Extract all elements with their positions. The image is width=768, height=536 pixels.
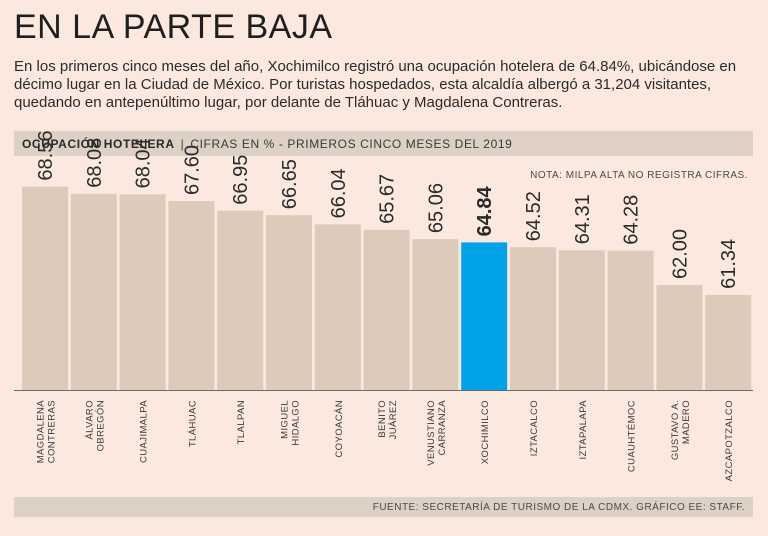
category-label-7: BENITO JUÁREZ (377, 400, 399, 439)
svg-text:AZCAPOTZALCO: AZCAPOTZALCO (724, 400, 735, 481)
value-label-8: 65.06 (425, 183, 447, 233)
bar-9 (461, 242, 508, 390)
value-label-4: 66.95 (230, 155, 252, 205)
category-label-14: AZCAPOTZALCO (724, 400, 735, 481)
svg-text:ÁLVARO: ÁLVARO (84, 400, 95, 440)
chart-header-separator: | (180, 136, 185, 151)
category-label-5: MIGUEL HIDALGO (280, 400, 302, 446)
category-label-2: CUAJIMALPA (139, 400, 150, 463)
category-label-9: XOCHIMILCO (480, 400, 491, 464)
bar-3 (168, 201, 215, 390)
svg-text:CUAUHTÉMOC: CUAUHTÉMOC (627, 400, 638, 472)
value-label-10: 64.52 (523, 191, 545, 241)
svg-text:COYOACÁN: COYOACÁN (334, 400, 345, 458)
category-label-8: VENUSTIANO CARRANZA (426, 400, 448, 466)
value-label-3: 67.60 (181, 145, 203, 195)
svg-text:MIGUEL: MIGUEL (280, 400, 291, 439)
value-label-2: 68.04 (133, 138, 155, 188)
svg-text:OBREGÓN: OBREGÓN (95, 400, 106, 451)
bar-1 (70, 193, 117, 390)
value-label-12: 64.28 (621, 195, 643, 245)
bar-14 (705, 294, 752, 390)
bar-6 (314, 224, 361, 390)
chart-title: OCUPACIÓN HOTELERA (22, 136, 175, 151)
svg-text:JUÁREZ: JUÁREZ (388, 400, 399, 439)
value-label-6: 66.04 (328, 168, 350, 218)
svg-text:MAGDALENA: MAGDALENA (36, 400, 47, 464)
svg-text:XOCHIMILCO: XOCHIMILCO (480, 400, 491, 464)
page-title: EN LA PARTE BAJA (14, 8, 333, 46)
value-label-7: 65.67 (377, 174, 399, 224)
value-label-11: 64.31 (572, 194, 594, 244)
category-label-6: COYOACÁN (334, 400, 345, 458)
bar-10 (510, 247, 556, 390)
svg-text:BENITO: BENITO (377, 400, 388, 438)
svg-text:IZTACALCO: IZTACALCO (529, 400, 540, 456)
svg-text:CARRANZA: CARRANZA (437, 400, 448, 456)
value-label-14: 61.34 (718, 239, 740, 289)
svg-text:IZTAPALAPA: IZTAPALAPA (578, 400, 589, 460)
category-label-10: IZTACALCO (529, 400, 540, 456)
svg-text:TLALPAN: TLALPAN (236, 400, 247, 444)
svg-text:CUAJIMALPA: CUAJIMALPA (139, 400, 150, 463)
bar-11 (558, 250, 605, 390)
value-label-13: 62.00 (669, 229, 691, 279)
svg-text:CONTRERAS: CONTRERAS (47, 400, 58, 463)
category-label-12: CUAUHTÉMOC (627, 400, 638, 472)
bar-2 (119, 194, 166, 390)
category-label-0: MAGDALENA CONTRERAS (36, 400, 58, 464)
category-label-3: TLÁHUAC (187, 400, 198, 447)
bar-4 (217, 210, 264, 390)
bar-13 (656, 285, 703, 390)
bar-12 (607, 250, 654, 390)
value-label-9: 64.84 (474, 185, 496, 236)
category-label-4: TLALPAN (236, 400, 247, 444)
svg-text:HIDALGO: HIDALGO (291, 400, 302, 446)
intro-paragraph: En los primeros cinco meses del año, Xoc… (14, 58, 737, 111)
category-label-1: ÁLVARO OBREGÓN (84, 400, 106, 451)
bar-8 (412, 239, 459, 390)
category-label-11: IZTAPALAPA (578, 400, 589, 460)
svg-text:MADERO: MADERO (681, 400, 692, 444)
chart-header: OCUPACIÓN HOTELERA | CIFRAS EN % - PRIME… (14, 131, 753, 156)
svg-text:TLÁHUAC: TLÁHUAC (187, 400, 198, 447)
value-label-0: 68.56 (35, 131, 57, 181)
source-footer: FUENTE: SECRETARÍA DE TURISMO DE LA CDMX… (14, 497, 753, 517)
svg-text:GUSTAVO A.: GUSTAVO A. (670, 400, 681, 460)
category-label-13: GUSTAVO A. MADERO (670, 400, 692, 460)
bar-5 (266, 215, 312, 390)
chart-subtitle: CIFRAS EN % - PRIMEROS CINCO MESES DEL 2… (190, 136, 513, 151)
bar-0 (22, 186, 68, 390)
chart-note: NOTA: MILPA ALTA NO REGISTRA CIFRAS. (530, 170, 748, 181)
svg-text:VENUSTIANO: VENUSTIANO (426, 400, 437, 466)
value-label-1: 68.08 (84, 138, 106, 188)
value-label-5: 66.65 (279, 159, 301, 209)
bar-7 (363, 229, 410, 390)
source-text: FUENTE: SECRETARÍA DE TURISMO DE LA CDMX… (372, 501, 745, 513)
